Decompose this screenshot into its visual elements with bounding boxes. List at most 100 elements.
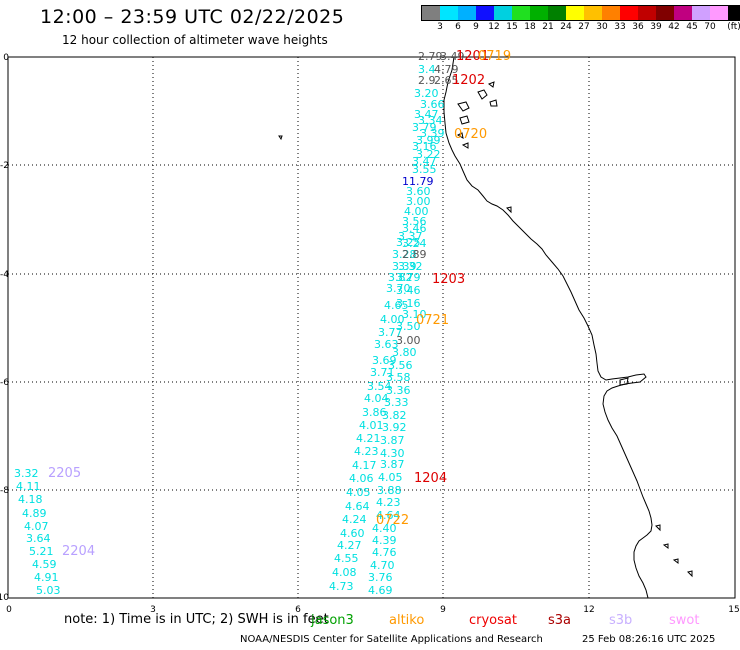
- y-tick-label: -2: [0, 161, 9, 171]
- wave-height-label: 4.18: [18, 493, 43, 506]
- satellite-legend-item: cryosat: [469, 613, 517, 628]
- legend-label: 15: [506, 22, 518, 32]
- wave-height-label: 4.40: [372, 522, 397, 535]
- wave-height-label: 4.64: [376, 509, 401, 522]
- legend-swatch: [566, 6, 584, 20]
- legend-swatch: [422, 6, 440, 20]
- wave-height-label: 3.50: [396, 320, 421, 333]
- wave-height-label: 1201: [456, 49, 489, 64]
- wave-height-label: 3.92: [382, 421, 407, 434]
- wave-height-label: 3.34: [418, 114, 443, 127]
- wave-height-label: 3.37: [398, 230, 423, 243]
- wave-height-label: 3.32: [14, 467, 39, 480]
- x-tick-label: 12: [583, 605, 594, 615]
- legend-swatch: [512, 6, 530, 20]
- axis-tick-labels: 0 3 6 9 12 15 0 -2 -4 -6 -8 -10: [0, 53, 740, 615]
- y-tick-label: -8: [0, 486, 9, 496]
- wave-height-label: 3.56: [388, 359, 413, 372]
- wave-height-label: 3.63: [374, 338, 399, 351]
- wave-height-label: 4.91: [34, 571, 59, 584]
- wave-height-label: 3.79: [396, 271, 421, 284]
- y-tick-label: -6: [0, 378, 9, 388]
- wave-height-label: 4.79: [434, 63, 459, 76]
- wave-height-label: 3.77: [378, 326, 403, 339]
- wave-height-label: 3.24: [402, 237, 427, 250]
- map-subtitle: 12 hour collection of altimeter wave hei…: [62, 33, 328, 47]
- legend-swatch: [674, 6, 692, 20]
- wave-height-label: 3.66: [420, 98, 445, 111]
- satellite-legend-item: jason3: [311, 613, 354, 628]
- wave-height-label: 0719: [478, 49, 511, 64]
- wave-height-label: 4.00: [380, 313, 405, 326]
- wave-height-label: 3.87: [380, 434, 405, 447]
- legend-swatch: [638, 6, 656, 20]
- legend-label: 30: [596, 22, 608, 32]
- legend-label: 39: [650, 22, 662, 32]
- y-tick-label: -10: [0, 593, 9, 603]
- legend-swatch: [584, 6, 602, 20]
- wave-height-label: 4.00: [404, 205, 429, 218]
- legend-swatch: [476, 6, 494, 20]
- wave-height-label: 5.03: [36, 584, 61, 597]
- wave-height-label: 2.9: [418, 74, 436, 87]
- wave-height-label: 3.16: [396, 297, 421, 310]
- wave-height-label: 4.64: [345, 500, 370, 513]
- legend-swatch: [602, 6, 620, 20]
- wave-height-label: 11.79: [402, 175, 434, 188]
- wave-height-label: 4.05: [378, 471, 403, 484]
- wave-height-label: 4.21: [356, 432, 381, 445]
- legend-label: 42: [668, 22, 680, 32]
- wave-height-label: 4.59: [32, 558, 57, 571]
- legend-label: 3: [437, 22, 443, 32]
- footer-credit: NOAA/NESDIS Center for Satellite Applica…: [240, 634, 543, 645]
- wave-height-label: 4.17: [352, 459, 377, 472]
- legend-label: 70: [704, 22, 716, 32]
- wave-height-label: 4.55: [334, 552, 359, 565]
- coastline: [278, 56, 693, 599]
- wave-height-labels: 2.793.49120107193.44.792.92.6512023.203.…: [14, 49, 511, 597]
- wave-height-label: 2.79: [418, 50, 443, 63]
- color-scale-labels: 3 6 9 12 15 18 21 24 27 30 33 36 39 42 45 70 (ft): [421, 22, 740, 36]
- legend-label: 36: [632, 22, 644, 32]
- wave-height-label: 3.55: [412, 163, 437, 176]
- wave-height-label: 4.27: [337, 539, 362, 552]
- legend-swatch: [458, 6, 476, 20]
- wave-height-label: 3.22: [416, 148, 441, 161]
- legend-swatch: [728, 6, 740, 20]
- wave-height-label: 3.56: [402, 215, 427, 228]
- wave-height-label: 4.11: [16, 480, 41, 493]
- legend-label: 12: [488, 22, 500, 32]
- wave-height-label: 0720: [454, 127, 487, 142]
- wave-height-label: 1204: [414, 471, 447, 486]
- map-title: 12:00 – 23:59 UTC 02/22/2025: [40, 6, 345, 28]
- color-scale-legend: [421, 5, 740, 21]
- wave-height-label: 3.86: [362, 406, 387, 419]
- wave-height-label: 3.46: [396, 284, 421, 297]
- x-tick-label: 15: [728, 605, 739, 615]
- x-tick-label: 9: [440, 605, 446, 615]
- legend-swatch: [530, 6, 548, 20]
- x-tick-label: 3: [150, 605, 156, 615]
- legend-label: 21: [542, 22, 554, 32]
- legend-label: 6: [455, 22, 461, 32]
- wave-height-label: 4.76: [372, 546, 397, 559]
- legend-label: 45: [686, 22, 698, 32]
- legend-swatch: [656, 6, 674, 20]
- wave-height-label: 3.60: [406, 185, 431, 198]
- wave-height-label: 5.21: [29, 545, 54, 558]
- wave-height-label: 4.39: [372, 534, 397, 547]
- legend-label: 18: [524, 22, 536, 32]
- wave-height-label: 4.73: [329, 580, 354, 593]
- wave-height-label: 3.54: [367, 380, 392, 393]
- y-tick-label: -4: [0, 270, 9, 280]
- wave-height-label: 3.49: [440, 50, 465, 63]
- wave-height-label: 0721: [416, 313, 449, 328]
- wave-height-label: 3.33: [384, 396, 409, 409]
- wave-height-label: 4.24: [342, 513, 367, 526]
- wave-height-label: 3.28: [392, 248, 417, 261]
- wave-height-label: 3.47: [412, 155, 437, 168]
- wave-height-label: 4.01: [359, 419, 384, 432]
- wave-height-label: 3.82: [388, 271, 413, 284]
- x-tick-label: 0: [6, 605, 12, 615]
